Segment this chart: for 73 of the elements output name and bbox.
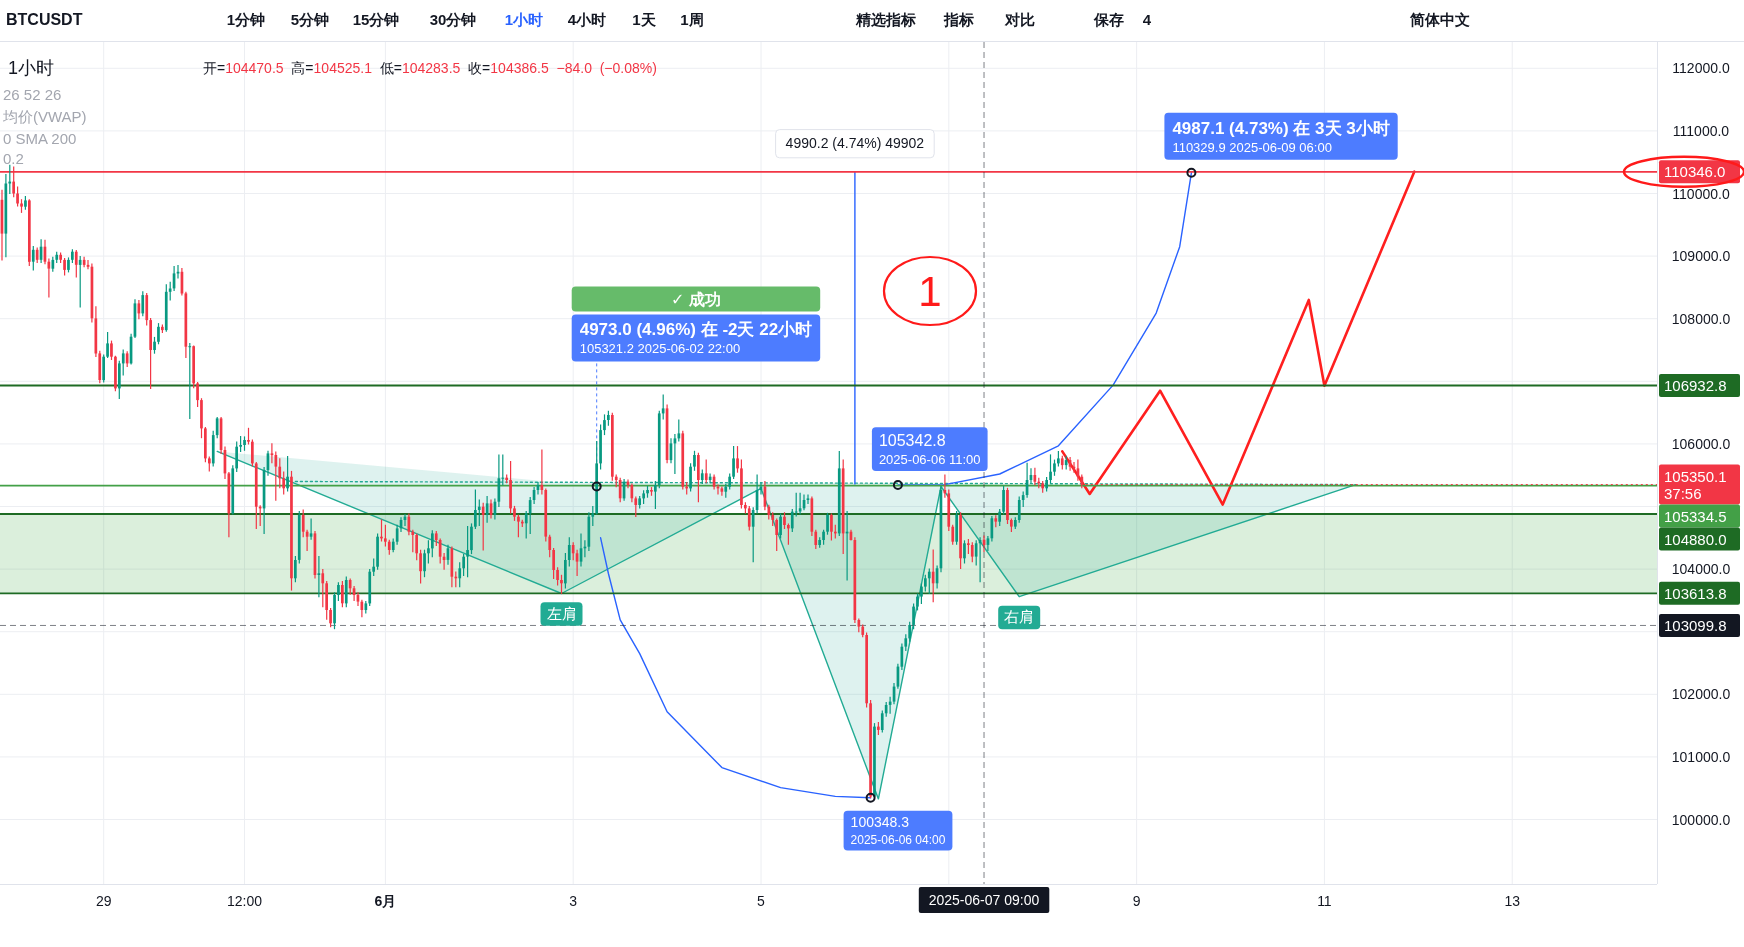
ref-line-label: 104880.0	[1664, 530, 1727, 548]
annotation: 105342.8 2025-06-06 11:00	[871, 427, 988, 490]
annotation: 26 52 26	[3, 86, 62, 103]
annotation: 4987.1 (4.73%) 在 3天 3小时 110329.9 2025-06-09 06:00	[1164, 112, 1398, 178]
annotation: 1	[918, 268, 942, 315]
ref-label: 106932.8	[1659, 374, 1740, 397]
annotation: 105342.8 2025-06-06 11:00	[878, 432, 981, 467]
x-tick-label: 29	[95, 893, 112, 909]
ref-line-label: 105334.5	[1664, 507, 1727, 525]
y-tick-label: 109000.0	[1671, 248, 1731, 265]
y-tick-label: 106000.0	[1671, 435, 1731, 452]
y-tick-label: 101000.0	[1671, 748, 1731, 765]
annotation: 右肩	[1004, 608, 1035, 626]
annotation: 左肩	[546, 605, 577, 622]
annotation: 15分钟	[352, 11, 400, 28]
annotation: 4990.2 (4.74%) 49902	[785, 135, 925, 152]
annotation: 4	[1142, 11, 1152, 28]
ref-line-label: 110346.0	[1664, 163, 1726, 181]
annotation: 100348.3 2025-06-06 04:00	[843, 792, 953, 851]
title: BTCUSDT	[6, 11, 83, 28]
annotation: 105350.1 37:56	[1659, 464, 1740, 505]
y-tick-label: 104000.0	[1671, 561, 1731, 578]
annotation: 1小时	[504, 11, 544, 28]
annotation: 4973.0 (4.96%) 在 -2天 22小时 105321.2 2025-06-02 22:00	[571, 314, 821, 492]
annotation: 指标	[944, 11, 974, 28]
annotation: ✓ 成功	[670, 290, 721, 308]
x-tick-label: 3	[569, 893, 578, 909]
annotation: 4973.0 (4.96%) 在 -2天 22小时 105321.2 2025-06-02 22:00	[579, 320, 813, 357]
annotation: 105350.1 37:56	[1664, 467, 1727, 502]
ref-label: 103099.8	[1659, 614, 1740, 637]
annotation: 1	[882, 255, 978, 327]
y-tick-label: 112000.0	[1672, 60, 1730, 77]
x-tick-label: 11	[1317, 893, 1332, 909]
annotation: 0 SMA 200	[3, 130, 77, 147]
annotation: 1分钟	[226, 11, 266, 28]
ref-label: 110346.0	[1659, 160, 1740, 184]
ref-label: 105334.5	[1659, 504, 1740, 528]
y-tick-label: 100000.0	[1671, 811, 1731, 828]
annotation: 30分钟	[429, 11, 477, 28]
x-tick-label: 6月	[374, 893, 397, 909]
x-tick-label: 5	[757, 893, 765, 909]
y-tick-label: 108000.0	[1671, 310, 1731, 327]
x-tick-label: 13	[1504, 893, 1520, 909]
y-tick-label: 102000.0	[1671, 686, 1731, 703]
ref-label: 104880.0	[1659, 527, 1740, 551]
annotation: 1周	[680, 11, 704, 28]
annotation: 保存	[1094, 11, 1124, 28]
y-tick-label: 111000.0	[1672, 122, 1730, 139]
annotation: 左肩	[540, 602, 583, 626]
x-tick-label: 12:00	[227, 893, 262, 909]
annotation: 4990.2 (4.74%) 49902	[775, 129, 935, 159]
subtitle: 1小时	[8, 58, 54, 78]
annotation: 100348.3 2025-06-06 04:00	[850, 814, 946, 847]
annotation: 精选指标	[856, 11, 916, 28]
annotation: 简体中文	[1410, 11, 1470, 28]
x-tick-label: 9	[1132, 893, 1141, 909]
annotation: 1天	[632, 11, 656, 28]
ref-label: 103613.8	[1659, 581, 1740, 605]
annotation: 5分钟	[290, 11, 330, 28]
ref-line-label: 103613.8	[1664, 584, 1727, 602]
annotation: 4小时	[567, 11, 607, 28]
ref-line-label: 106932.8	[1664, 377, 1727, 394]
annotation: 均价(VWAP)	[3, 108, 87, 125]
ref-line-label: 103099.8	[1664, 617, 1727, 634]
ref-label: 2025-06-07 09:00	[918, 887, 1050, 913]
annotation: 开=104470.5 高=104525.1 低=104283.5 收=104386.5 −84.0 (−0.08%)	[203, 60, 657, 76]
annotation: 右肩	[998, 605, 1041, 630]
annotation: ✓ 成功	[571, 286, 821, 312]
annotation: 4987.1 (4.73%) 在 3天 3小时 110329.9 2025-06-09 06:00	[1172, 118, 1390, 155]
annotation: 对比	[1005, 11, 1035, 28]
annotation: 0.2	[3, 150, 24, 167]
y-tick-label: 110000.0	[1672, 185, 1730, 202]
ref-line-label: 2025-06-07 09:00	[928, 892, 1040, 908]
